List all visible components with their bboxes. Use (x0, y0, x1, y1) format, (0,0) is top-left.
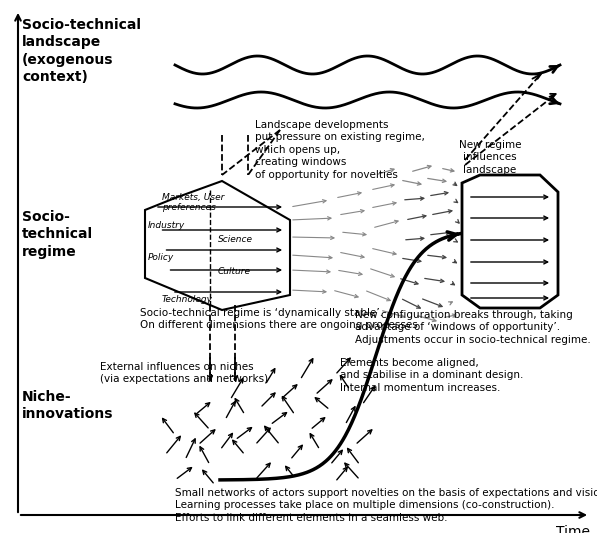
Text: Industry: Industry (148, 221, 185, 230)
Text: Science: Science (218, 236, 253, 245)
Text: Socio-technical
landscape
(exogenous
context): Socio-technical landscape (exogenous con… (22, 18, 141, 84)
Text: New regime
influences
landscape: New regime influences landscape (458, 140, 521, 175)
Text: Culture: Culture (218, 268, 251, 277)
Text: Small networks of actors support novelties on the basis of expectations and visi: Small networks of actors support novelti… (175, 488, 597, 523)
Text: Markets, User
preferences: Markets, User preferences (162, 193, 224, 212)
Text: Socio-technical regime is ‘dynamically stable’.
On different dimensions there ar: Socio-technical regime is ‘dynamically s… (140, 308, 418, 330)
Text: Policy: Policy (148, 253, 174, 262)
Text: Time: Time (556, 525, 590, 533)
Text: Niche-
innovations: Niche- innovations (22, 390, 113, 421)
Text: Technology: Technology (162, 295, 213, 304)
Text: Landscape developments
put pressure on existing regime,
which opens up,
creating: Landscape developments put pressure on e… (255, 120, 425, 180)
Text: New configuration breaks through, taking
advantage of ‘windows of opportunity’.
: New configuration breaks through, taking… (355, 310, 591, 345)
Text: Socio-
technical
regime: Socio- technical regime (22, 210, 93, 259)
Text: Elements become aligned,
and stabilise in a dominant design.
Internal momentum i: Elements become aligned, and stabilise i… (340, 358, 524, 393)
Text: External influences on niches
(via expectations and networks): External influences on niches (via expec… (100, 362, 268, 384)
